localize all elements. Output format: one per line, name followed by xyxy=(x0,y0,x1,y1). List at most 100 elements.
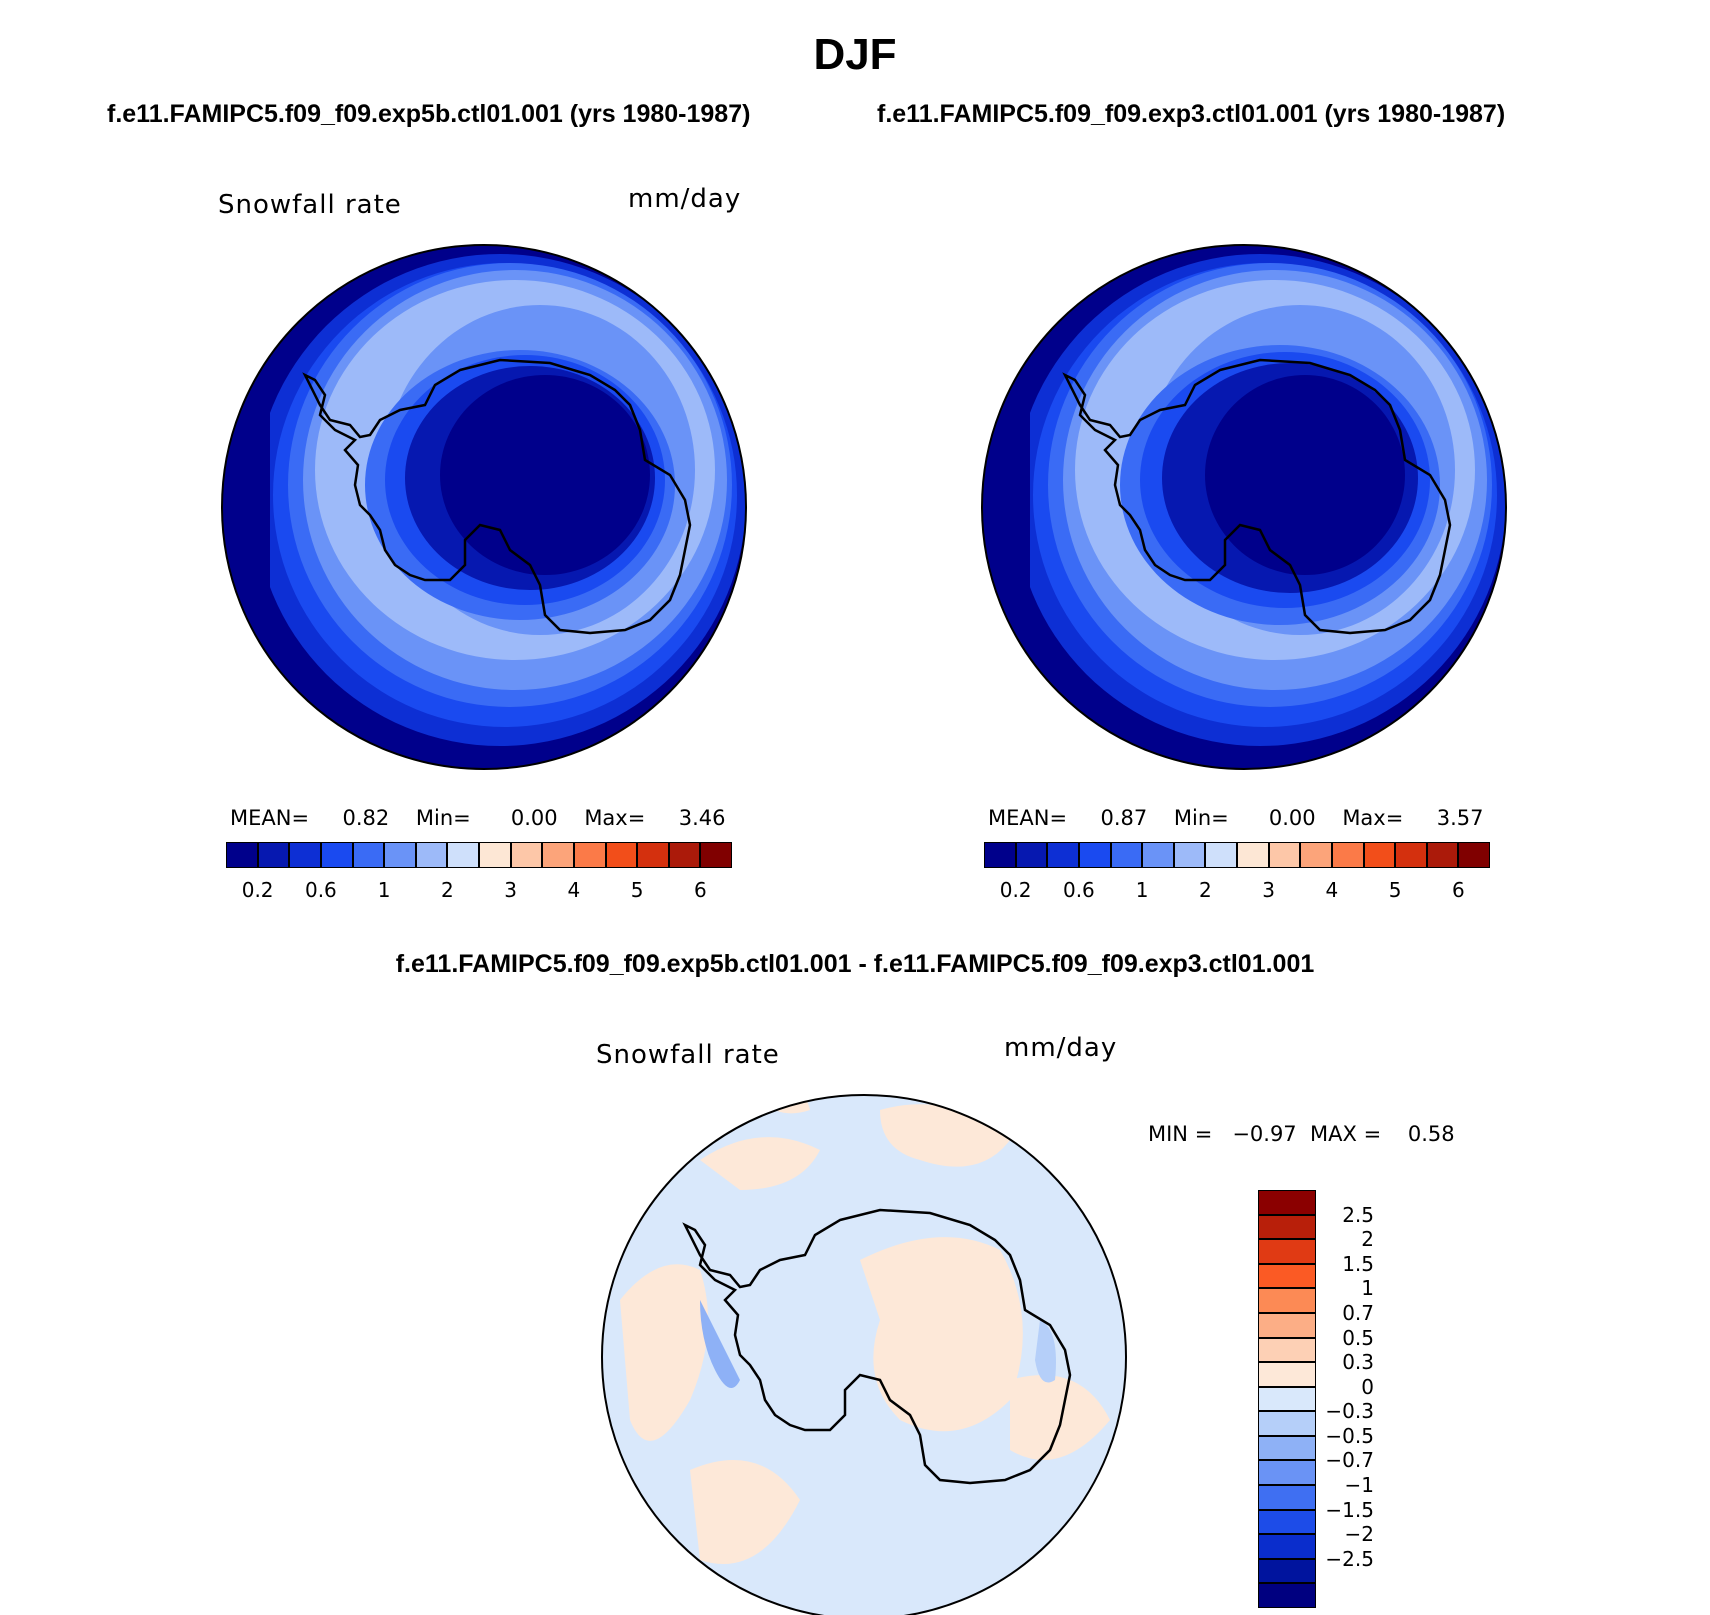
colorbar-swatch xyxy=(542,842,574,868)
colorbar-swatch xyxy=(1426,842,1459,868)
colorbar-swatch xyxy=(1458,842,1490,868)
colorbar-tick-label: −1.5 xyxy=(1325,1497,1374,1522)
colorbar-tick-label: 0.3 xyxy=(1342,1350,1374,1375)
right-min-value: 0.00 xyxy=(1268,806,1316,830)
colorbar-swatch xyxy=(637,842,669,868)
colorbar-swatch xyxy=(1047,842,1079,868)
colorbar-swatch xyxy=(352,842,385,868)
difference-minmax: MIN = −0.97 MAX = 0.58 xyxy=(1148,1122,1455,1146)
colorbar-swatch xyxy=(1258,1288,1316,1313)
colorbar-swatch xyxy=(447,842,479,868)
left-max-value: 3.46 xyxy=(678,806,726,830)
colorbar-swatch xyxy=(1142,842,1174,868)
right-min-label: Min= xyxy=(1173,806,1229,830)
colorbar-swatch xyxy=(1015,842,1048,868)
colorbar-swatch xyxy=(1258,1558,1316,1584)
colorbar-tick-label: 2 xyxy=(1361,1227,1374,1252)
left-mean-label: MEAN= xyxy=(230,806,310,830)
colorbar-swatch xyxy=(1258,1362,1316,1387)
difference-units-label: mm/day xyxy=(1004,1033,1118,1063)
left-min-value: 0.00 xyxy=(510,806,558,830)
colorbar-swatch xyxy=(1078,842,1111,868)
colorbar-tick-label: 0.6 xyxy=(304,878,337,902)
colorbar-swatch xyxy=(1258,1435,1316,1461)
colorbar-swatch xyxy=(1300,842,1332,868)
colorbar-swatch xyxy=(1331,842,1364,868)
colorbar-swatch xyxy=(1258,1312,1316,1338)
colorbar-swatch xyxy=(1258,1190,1316,1215)
colorbar-tick-label: 2.5 xyxy=(1342,1202,1374,1227)
colorbar-swatch xyxy=(700,842,732,868)
left-map-border xyxy=(221,244,747,770)
right-mean-label: MEAN= xyxy=(988,806,1068,830)
colorbar-tick-label: 0.2 xyxy=(999,878,1032,902)
colorbar-swatch xyxy=(1258,1214,1316,1240)
colorbar-tick-label: 4 xyxy=(1325,878,1339,902)
colorbar-tick-label: −0.5 xyxy=(1325,1423,1374,1448)
colorbar-swatch xyxy=(1258,1509,1316,1535)
colorbar-tick-label: 0.7 xyxy=(1342,1300,1374,1325)
difference-variable-label: Snowfall rate xyxy=(596,1040,780,1070)
difference-colorbar-ticks: 2.5 2 1.5 1 0.7 0.5 0.3 0 −0.3 −0.5 −0.7 −1 −1.5 −2 −2… xyxy=(1322,1190,1402,1608)
colorbar-swatch xyxy=(1363,842,1396,868)
colorbar-tick-label: 5 xyxy=(630,878,644,902)
colorbar-swatch xyxy=(1268,842,1301,868)
colorbar-tick-label: −0.7 xyxy=(1325,1448,1374,1473)
colorbar-swatch xyxy=(573,842,606,868)
colorbar-tick-label: −2 xyxy=(1344,1522,1374,1547)
colorbar-swatch xyxy=(605,842,638,868)
colorbar-tick-label: 4 xyxy=(567,878,581,902)
figure-title: DJF xyxy=(813,30,897,79)
colorbar-swatch xyxy=(984,842,1016,868)
colorbar-tick-label: 3 xyxy=(504,878,517,902)
colorbar-swatch xyxy=(1205,842,1237,868)
colorbar-tick-label: 2 xyxy=(1199,878,1212,902)
colorbar-swatch xyxy=(289,842,321,868)
colorbar-swatch xyxy=(1110,842,1143,868)
colorbar-swatch xyxy=(1258,1460,1316,1486)
right-mean-value: 0.87 xyxy=(1100,806,1148,830)
colorbar-tick-label: 3 xyxy=(1262,878,1275,902)
difference-map xyxy=(602,1095,1126,1615)
colorbar-swatch xyxy=(510,842,543,868)
colorbar-swatch xyxy=(1258,1411,1316,1436)
difference-colorbar xyxy=(1258,1190,1316,1608)
colorbar-swatch xyxy=(479,842,511,868)
difference-map-border xyxy=(601,1094,1127,1615)
colorbar-tick-label: 0.2 xyxy=(241,878,274,902)
colorbar-tick-label: −1 xyxy=(1344,1473,1374,1498)
left-colorbar xyxy=(226,842,732,868)
colorbar-tick-label: 1 xyxy=(1135,878,1149,902)
right-colorbar xyxy=(984,842,1490,868)
left-min-label: Min= xyxy=(415,806,471,830)
colorbar-swatch xyxy=(384,842,416,868)
colorbar-swatch xyxy=(1258,1263,1316,1289)
colorbar-swatch xyxy=(320,842,353,868)
colorbar-tick-label: 1 xyxy=(377,878,391,902)
colorbar-tick-label: 2 xyxy=(441,878,454,902)
right-max-value: 3.57 xyxy=(1436,806,1484,830)
colorbar-swatch xyxy=(415,842,448,868)
colorbar-swatch xyxy=(1237,842,1269,868)
colorbar-tick-label: 0.5 xyxy=(1342,1325,1374,1350)
right-stats: MEAN= 0.87 Min= 0.00 Max= 3.57 xyxy=(988,806,1483,830)
colorbar-swatch xyxy=(1258,1583,1316,1608)
left-map xyxy=(222,245,746,769)
colorbar-swatch xyxy=(1258,1386,1316,1412)
right-map xyxy=(982,245,1506,769)
colorbar-swatch xyxy=(668,842,701,868)
right-case-title: f.e11.FAMIPC5.f09_f09.exp3.ctl01.001 (yr… xyxy=(877,100,1506,128)
colorbar-tick-label: 5 xyxy=(1388,878,1402,902)
left-colorbar-ticks: 0.2 0.6 1 2 3 4 5 6 xyxy=(226,878,732,904)
right-colorbar-ticks: 0.2 0.6 1 2 3 4 5 6 xyxy=(984,878,1490,904)
colorbar-tick-label: 6 xyxy=(1452,878,1465,902)
left-stats: MEAN= 0.82 Min= 0.00 Max= 3.46 xyxy=(230,806,725,830)
left-max-label: Max= xyxy=(584,806,646,830)
difference-title: f.e11.FAMIPC5.f09_f09.exp5b.ctl01.001 - … xyxy=(395,950,1315,978)
right-max-label: Max= xyxy=(1342,806,1404,830)
colorbar-tick-label: 1.5 xyxy=(1342,1251,1374,1276)
left-mean-value: 0.82 xyxy=(342,806,390,830)
colorbar-swatch xyxy=(1395,842,1427,868)
colorbar-tick-label: 0 xyxy=(1361,1374,1374,1399)
